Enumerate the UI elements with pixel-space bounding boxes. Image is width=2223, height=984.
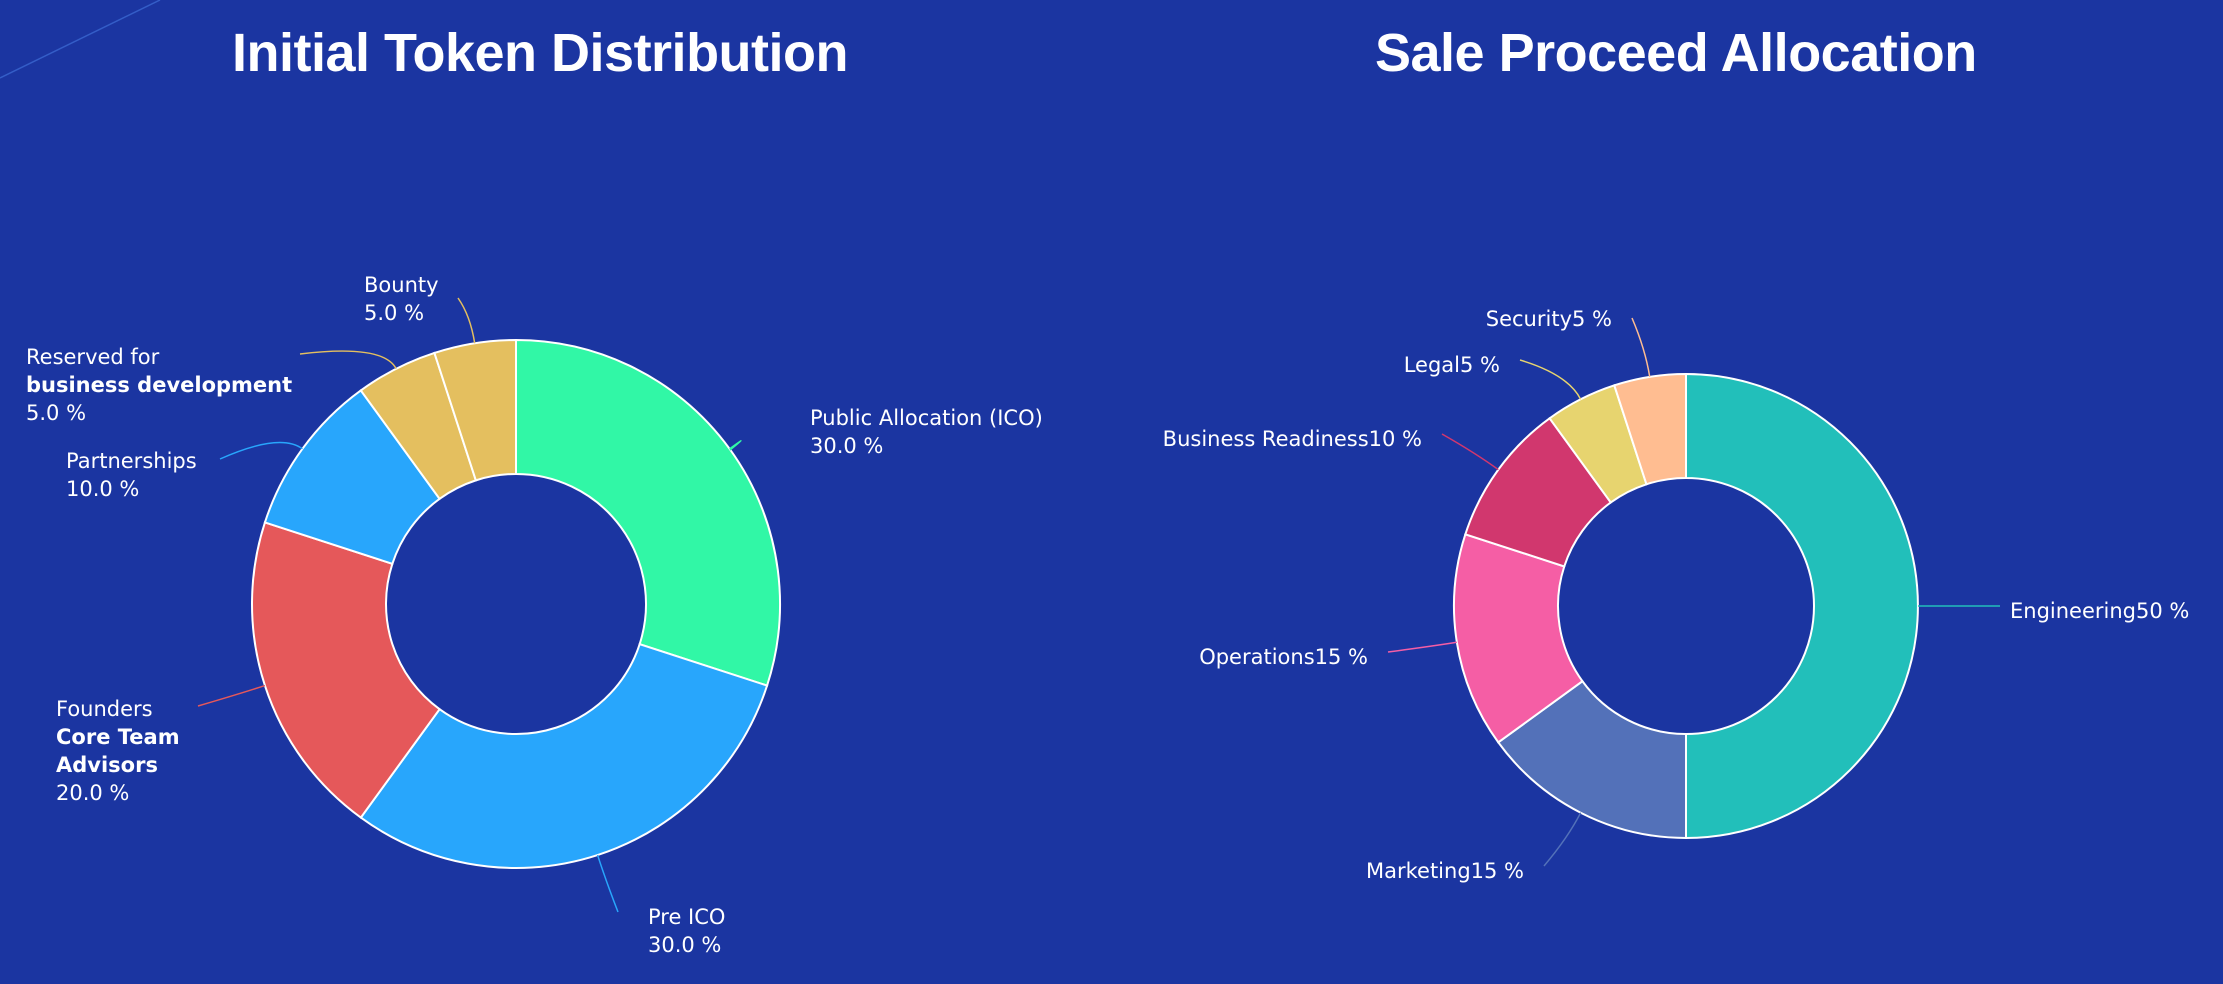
- slice-security5[interactable]: [1613, 372, 1687, 486]
- slice-public-allocation-ico[interactable]: [515, 338, 781, 687]
- label-line: Reserved for: [26, 345, 160, 369]
- connector-security5: [1631, 317, 1651, 377]
- label-line: Bounty: [364, 273, 439, 297]
- sale-proceed-donut: Engineering50 % Marketing15 % Operations15…: [1163, 307, 2190, 883]
- label-line: 30.0 %: [810, 434, 883, 458]
- connector-pre-ico: [596, 854, 619, 913]
- slice-marketing15[interactable]: [1496, 679, 1687, 840]
- label-line: 20.0 %: [56, 781, 129, 805]
- chart-title-token-distribution: Initial Token Distribution: [232, 23, 849, 83]
- connector-business-readiness10: [1441, 433, 1499, 471]
- label-line: Public Allocation (ICO): [810, 406, 1043, 430]
- label-line: business development: [26, 373, 292, 397]
- slice-founders[interactable]: [251, 521, 441, 819]
- slice-engineering50[interactable]: [1685, 372, 1919, 840]
- label-line: 5.0 %: [364, 301, 424, 325]
- slice-bounty[interactable]: [433, 338, 517, 482]
- label-line: 30.0 %: [648, 933, 721, 957]
- connector-legal5: [1519, 359, 1582, 400]
- label-line: Advisors: [56, 753, 158, 777]
- label-line: Legal5 %: [1404, 353, 1500, 377]
- slice-pre-ico[interactable]: [359, 642, 769, 869]
- connector-founders: [197, 684, 266, 707]
- label-public-allocation-ico: Public Allocation (ICO) 30.0 %: [810, 406, 1043, 458]
- label-line: Business Readiness10 %: [1163, 427, 1422, 451]
- connector-operations15: [1387, 641, 1457, 653]
- label-pre-ico: Pre ICO 30.0 %: [648, 905, 725, 957]
- label-security5: Security5 %: [1486, 307, 1612, 331]
- label-marketing15: Marketing15 %: [1366, 859, 1524, 883]
- label-line: Marketing15 %: [1366, 859, 1524, 883]
- label-engineering50: Engineering50 %: [2010, 599, 2189, 623]
- label-operations15: Operations15 %: [1199, 645, 1368, 669]
- label-line: Operations15 %: [1199, 645, 1368, 669]
- decorative-line: [0, 0, 161, 79]
- label-partnerships: Partnerships 10.0 %: [66, 449, 197, 501]
- connector-partnerships: [219, 441, 303, 460]
- label-line: Engineering50 %: [2010, 599, 2189, 623]
- connector-marketing15: [1543, 812, 1582, 867]
- label-line: Core Team: [56, 725, 180, 749]
- label-line: 10.0 %: [66, 477, 139, 501]
- connector-reserved-for: [299, 350, 397, 370]
- label-business-readiness10: Business Readiness10 %: [1163, 427, 1422, 451]
- label-reserved-for: Reserved for business development 5.0 %: [26, 345, 292, 425]
- label-line: Security5 %: [1486, 307, 1612, 331]
- label-line: Partnerships: [66, 449, 197, 473]
- slice-operations15[interactable]: [1452, 533, 1584, 744]
- connector-bounty: [457, 297, 476, 344]
- chart-title-sale-proceed-allocation: Sale Proceed Allocation: [1375, 23, 1977, 83]
- connector-public-allocation-ico: [729, 440, 742, 451]
- label-founders: Founders Core Team Advisors 20.0 %: [56, 697, 180, 805]
- label-legal5: Legal5 %: [1404, 353, 1500, 377]
- label-line: Pre ICO: [648, 905, 725, 929]
- label-line: Founders: [56, 697, 153, 721]
- label-line: 5.0 %: [26, 401, 86, 425]
- label-bounty: Bounty 5.0 %: [364, 273, 439, 325]
- token-distribution-donut: Public Allocation (ICO) 30.0 % Pre ICO 30.0…: [26, 273, 1043, 957]
